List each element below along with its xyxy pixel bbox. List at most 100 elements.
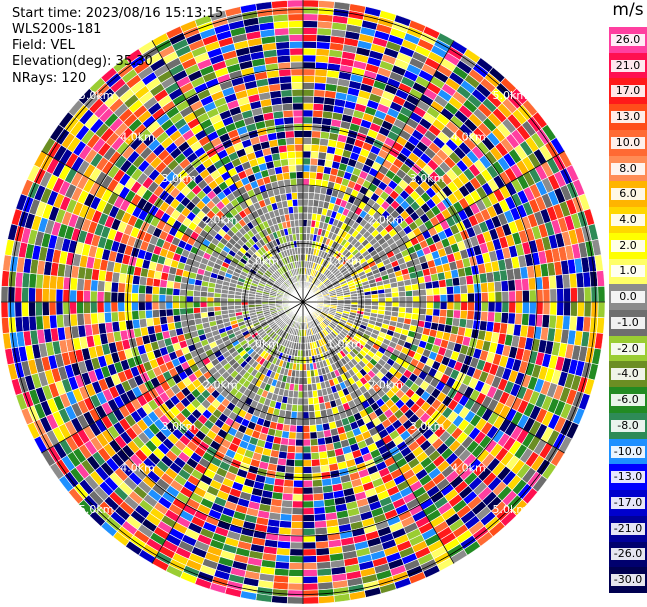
radar-gate [311, 465, 322, 474]
radar-gate [302, 466, 313, 474]
radar-gate [569, 287, 578, 303]
radar-gate [459, 284, 468, 295]
radar-gate [294, 445, 304, 454]
radar-gate [276, 540, 291, 550]
radar-gate [411, 289, 420, 297]
radar-gate [293, 473, 304, 481]
radar-gate [199, 296, 208, 303]
radar-gate [213, 305, 222, 312]
radar-gate [412, 301, 420, 309]
radar-gate [315, 54, 330, 64]
radar-gate [302, 507, 315, 516]
radar-gate [548, 314, 557, 329]
radar-gate [206, 296, 215, 303]
radar-gate [309, 157, 319, 166]
radar-gate [292, 486, 304, 495]
radar-gate [522, 289, 530, 303]
radar-gate [302, 116, 314, 125]
radar-gate [306, 369, 312, 378]
radar-gate [90, 279, 99, 292]
radar-gate [431, 280, 440, 289]
radar-gate [308, 404, 315, 412]
radar-gate [419, 295, 427, 303]
radar-gate [313, 82, 327, 91]
radar-gate [364, 298, 372, 303]
radar-gate [384, 301, 393, 307]
radar-gate [411, 307, 420, 315]
radar-gate [318, 450, 329, 460]
radar-gate [493, 280, 503, 293]
radar-gate [555, 314, 564, 330]
radar-gate [21, 286, 30, 303]
radar-gate [280, 506, 293, 515]
radar-gate [284, 465, 295, 474]
radar-gate [289, 541, 304, 550]
radar-gate [426, 294, 434, 303]
radar-gate [562, 273, 571, 289]
radar-gate [384, 292, 393, 299]
radar-gate [193, 312, 202, 320]
radar-gate [314, 410, 322, 419]
radar-gate [192, 301, 201, 309]
radar-gate [391, 291, 400, 298]
radar-gate [318, 595, 335, 604]
radar-gate [507, 279, 516, 292]
radar-gate [439, 301, 448, 310]
radar-gate [97, 280, 106, 292]
radar-gate [583, 301, 592, 318]
radar-gate [439, 294, 448, 303]
radar-gate [69, 289, 78, 303]
radar-gate [487, 301, 496, 313]
radar-gate [596, 317, 605, 334]
radar-gate [466, 283, 475, 294]
radar-gate [172, 301, 180, 310]
radar-gate [297, 397, 304, 406]
radar-gate [55, 275, 65, 290]
radar-gate [480, 301, 489, 313]
radar-gate [432, 308, 441, 317]
radar-gate [206, 301, 215, 308]
radar-gate [302, 0, 320, 8]
radar-gate [14, 286, 23, 303]
radar-gate [486, 311, 496, 323]
radar-gate [452, 309, 461, 319]
radar-gate [317, 437, 326, 446]
radar-gate [172, 308, 181, 316]
radar-gate [508, 290, 517, 303]
radar-gate [377, 293, 386, 299]
radar-gate [293, 466, 304, 474]
radar-gate [424, 281, 434, 290]
radar-gate [131, 292, 139, 303]
radar-gate [597, 285, 605, 303]
radar-gate [397, 285, 406, 293]
radar-gate [192, 295, 201, 303]
radar-gate [590, 301, 599, 318]
radar-gate [313, 403, 321, 412]
radar-gate [521, 277, 530, 291]
radar-gate [292, 479, 304, 488]
radar-gate [158, 294, 167, 303]
radar-gate [314, 68, 328, 78]
radar-gate [287, 589, 304, 598]
radar-gate [467, 292, 475, 303]
radar-gate [103, 280, 113, 293]
radar-gate [124, 301, 132, 312]
radar-gate [556, 288, 565, 303]
radar-gate [302, 130, 313, 138]
radar-gate [425, 288, 434, 296]
radar-gate [291, 514, 304, 522]
radar-gate [302, 527, 316, 536]
radar-gate [138, 309, 147, 320]
radar-gate [302, 20, 319, 29]
radar-gate [310, 445, 320, 454]
radar-gate [480, 282, 489, 293]
radar-gate [35, 315, 44, 331]
radar-gate [298, 383, 304, 392]
radar-gate [432, 294, 441, 303]
radar-gate [83, 312, 92, 326]
radar-gate [117, 291, 126, 303]
radar-gate [302, 479, 314, 488]
radar-gate [7, 301, 16, 318]
radar-gate [576, 301, 585, 318]
radar-gate [312, 479, 323, 488]
